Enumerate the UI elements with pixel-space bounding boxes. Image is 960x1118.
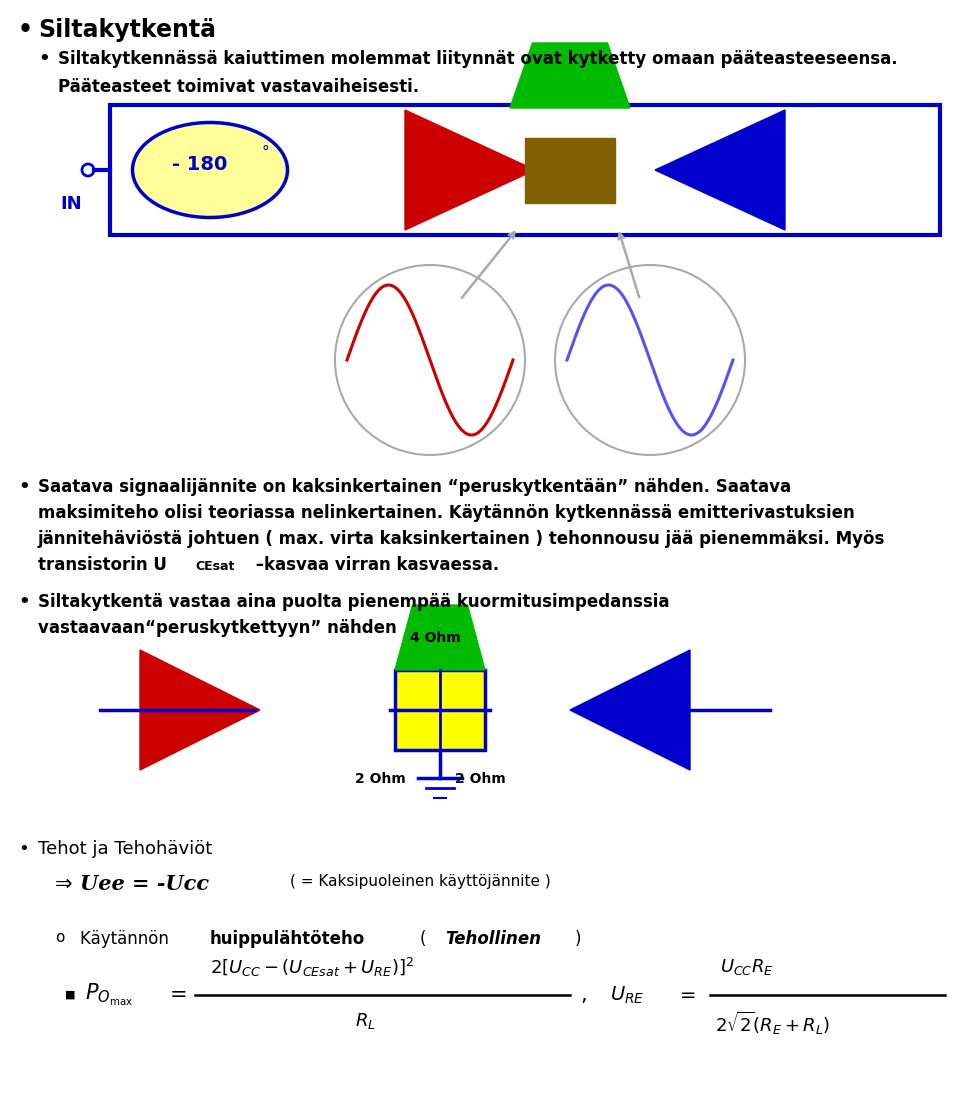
Ellipse shape xyxy=(132,123,287,218)
Text: ): ) xyxy=(575,930,582,948)
Text: Tehot ja Tehohäviöt: Tehot ja Tehohäviöt xyxy=(38,840,212,858)
Bar xyxy=(395,670,485,750)
Text: vastaavaan“peruskytkettyyn” nähden: vastaavaan“peruskytkettyyn” nähden xyxy=(38,619,396,637)
Text: $2\left[U_{CC}-(U_{CEsat}+U_{RE})\right]^2$: $2\left[U_{CC}-(U_{CEsat}+U_{RE})\right]… xyxy=(210,956,414,978)
Text: ,: , xyxy=(580,985,587,1005)
Text: 2 Ohm: 2 Ohm xyxy=(354,773,405,786)
Text: $U_{CC}R_E$: $U_{CC}R_E$ xyxy=(720,957,774,977)
Polygon shape xyxy=(655,110,785,230)
Polygon shape xyxy=(570,650,690,770)
Text: $U_{RE}$: $U_{RE}$ xyxy=(610,984,644,1006)
Text: ■: ■ xyxy=(65,991,76,999)
Text: •: • xyxy=(18,18,33,42)
Text: Siltakytkentä vastaa aina puolta pienempää kuormitusimpedanssia: Siltakytkentä vastaa aina puolta pienemp… xyxy=(38,593,669,612)
Text: 4 Ohm: 4 Ohm xyxy=(410,631,461,645)
Text: $P_{O_{\rm max}}$: $P_{O_{\rm max}}$ xyxy=(85,982,133,1008)
Text: $R_L$: $R_L$ xyxy=(355,1011,375,1031)
Text: IN: IN xyxy=(60,195,82,214)
Text: •: • xyxy=(38,50,50,68)
Text: Saatava signaalijännite on kaksinkertainen “peruskytkentään” nähden. Saatava: Saatava signaalijännite on kaksinkertain… xyxy=(38,479,791,496)
Text: ( = Kaksipuoleinen käyttöjännite ): ( = Kaksipuoleinen käyttöjännite ) xyxy=(290,874,551,889)
Text: Siltakytkennässä kaiuttimen molemmat liitynnät ovat kytketty omaan pääteasteesee: Siltakytkennässä kaiuttimen molemmat lii… xyxy=(58,50,898,68)
Text: –kasvaa virran kasvaessa.: –kasvaa virran kasvaessa. xyxy=(250,556,499,574)
Text: maksimiteho olisi teoriassa nelinkertainen. Käytännön kytkennässä emitterivastuk: maksimiteho olisi teoriassa nelinkertain… xyxy=(38,504,854,522)
Text: Uee = -Ucc: Uee = -Ucc xyxy=(80,874,209,894)
Text: =: = xyxy=(170,985,187,1005)
Circle shape xyxy=(82,164,94,176)
Text: - 180: - 180 xyxy=(172,155,228,174)
Text: •: • xyxy=(18,840,29,858)
Text: ⇒: ⇒ xyxy=(55,874,73,894)
Text: 2 Ohm: 2 Ohm xyxy=(455,773,505,786)
Bar xyxy=(110,105,940,235)
Text: huippulähtöteho: huippulähtöteho xyxy=(210,930,365,948)
Text: Pääteasteet toimivat vastavaiheisesti.: Pääteasteet toimivat vastavaiheisesti. xyxy=(58,78,420,96)
Text: (: ( xyxy=(420,930,432,948)
Text: o: o xyxy=(55,930,64,945)
Circle shape xyxy=(555,265,745,455)
Polygon shape xyxy=(395,605,485,670)
Text: transistorin U: transistorin U xyxy=(38,556,167,574)
Circle shape xyxy=(335,265,525,455)
Text: jännitehäviöstä johtuen ( max. virta kaksinkertainen ) tehonnousu jää pienemmäks: jännitehäviöstä johtuen ( max. virta kak… xyxy=(38,530,885,548)
Text: CEsat: CEsat xyxy=(195,560,234,574)
Text: •: • xyxy=(18,479,30,496)
Text: Käytännön: Käytännön xyxy=(80,930,174,948)
Text: $2\sqrt{2}(R_E+R_L)$: $2\sqrt{2}(R_E+R_L)$ xyxy=(715,1010,830,1036)
Text: °: ° xyxy=(261,144,269,160)
Text: •: • xyxy=(18,593,30,612)
Bar xyxy=(525,138,615,202)
Polygon shape xyxy=(510,42,630,108)
Polygon shape xyxy=(405,110,535,230)
Text: Tehollinen: Tehollinen xyxy=(445,930,541,948)
Polygon shape xyxy=(140,650,260,770)
Text: Siltakytkentä: Siltakytkentä xyxy=(38,18,216,42)
Text: =: = xyxy=(680,985,697,1004)
